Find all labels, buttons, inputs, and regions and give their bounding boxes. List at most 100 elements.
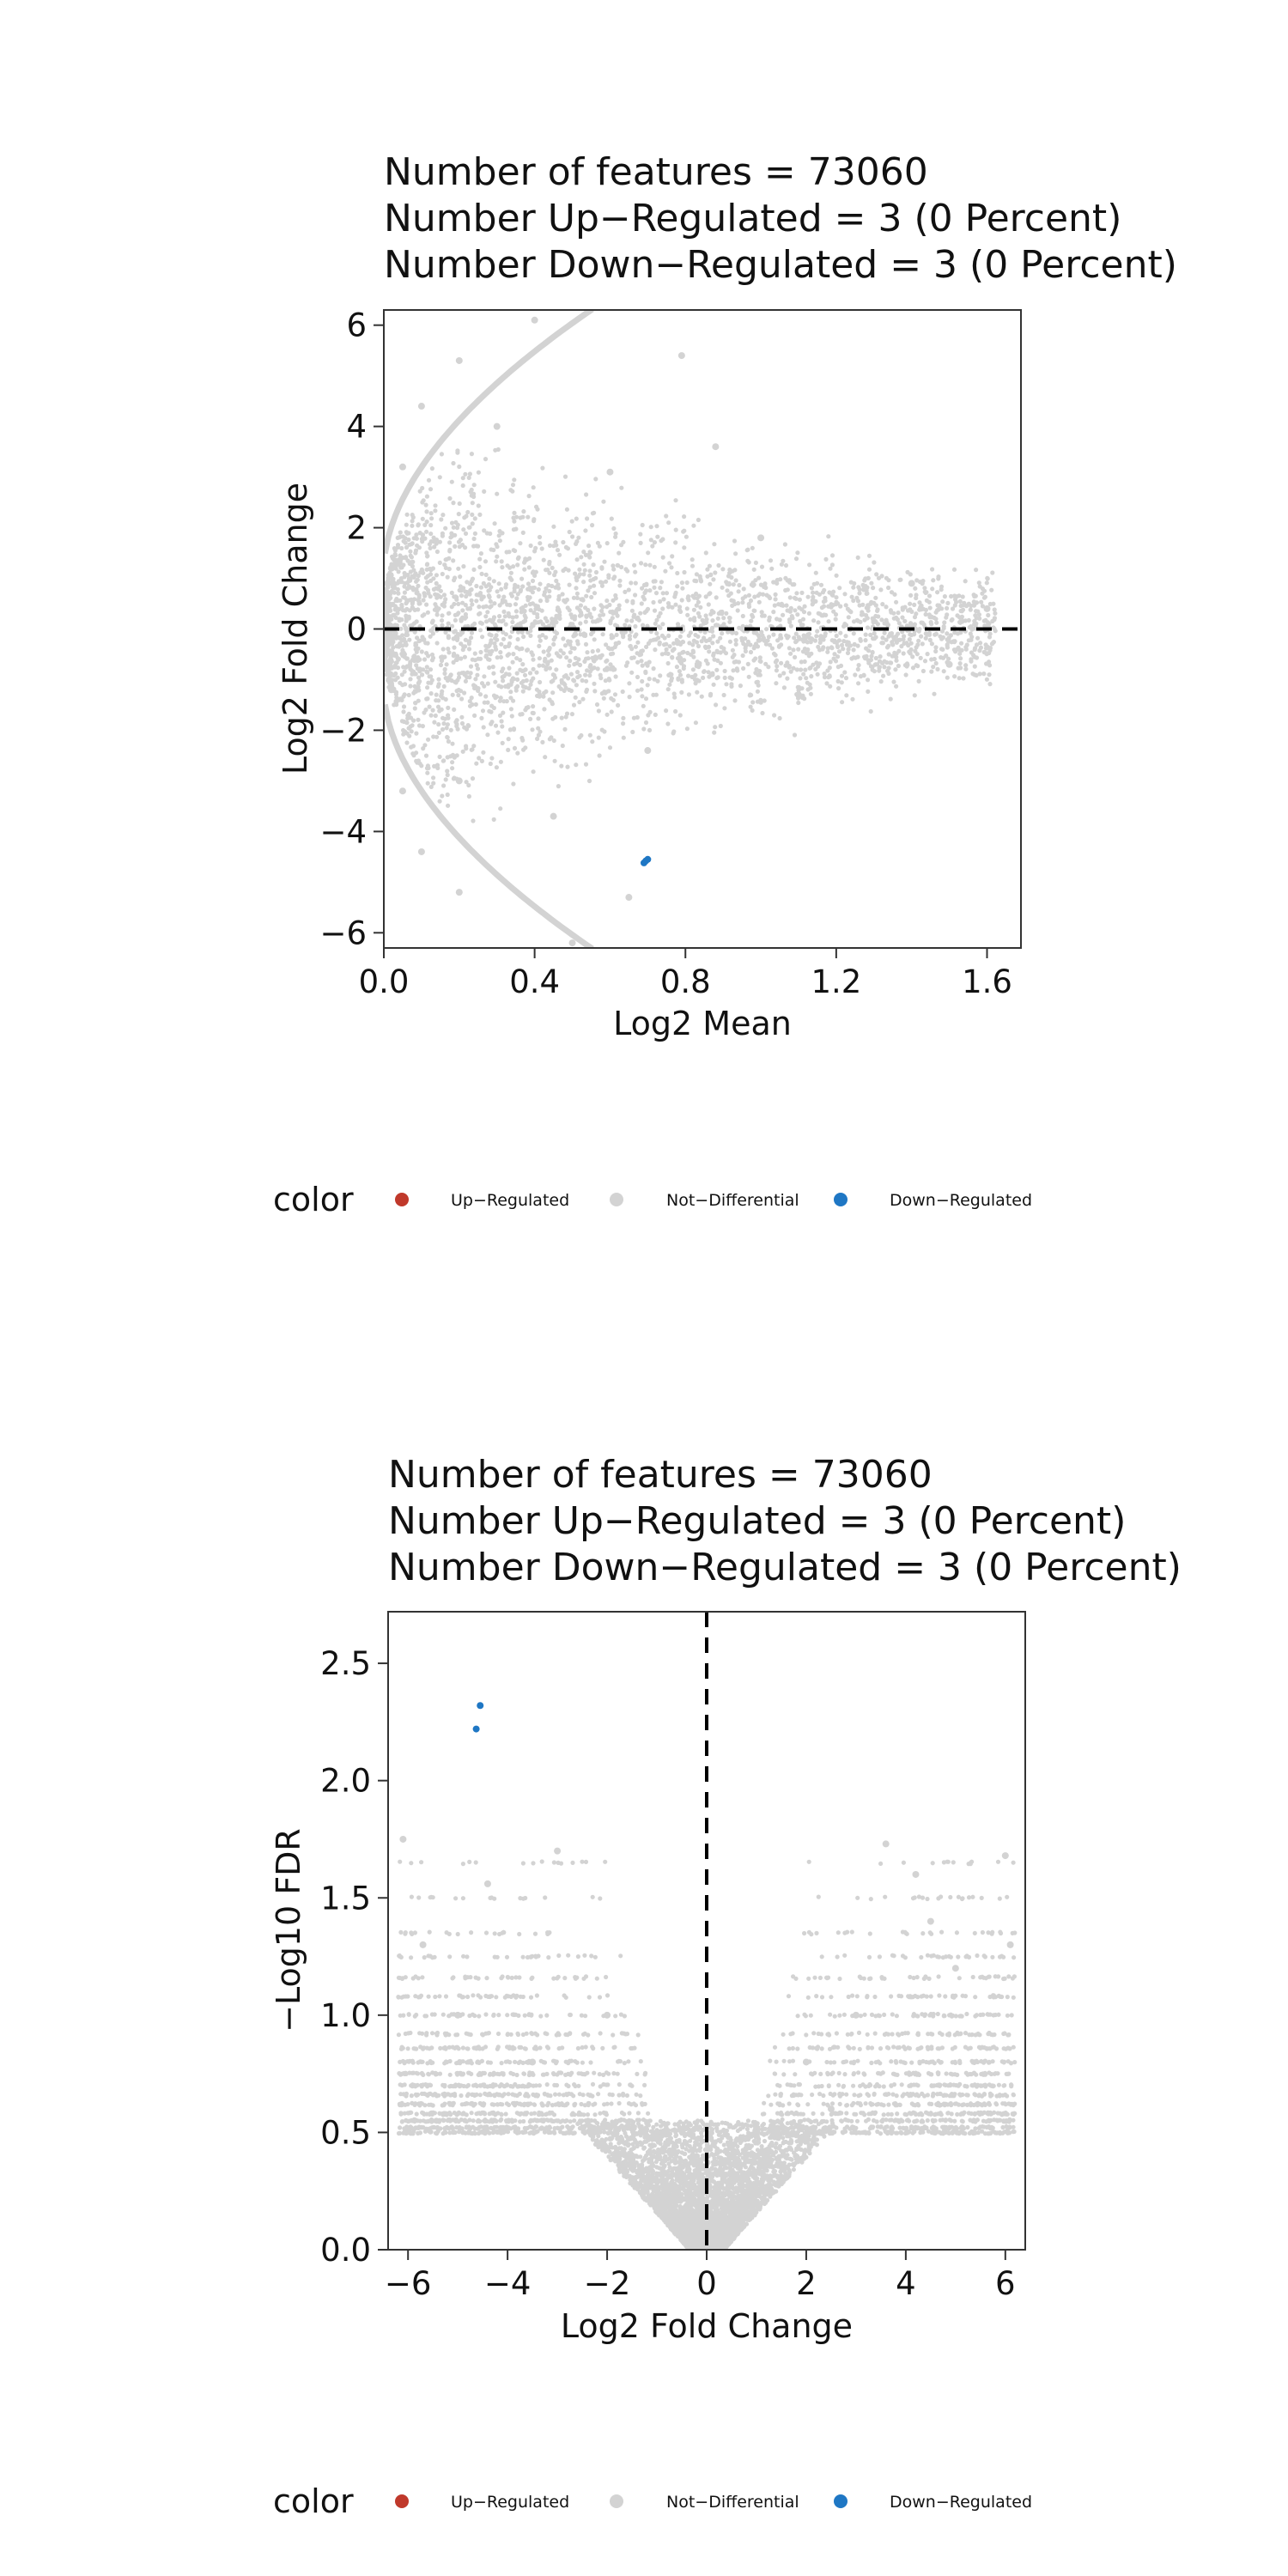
- volcano-plot-svg: Number of features = 73060 Number Up−Reg…: [0, 1288, 1288, 2576]
- volcano-title-line-1: Number of features = 73060: [388, 1453, 933, 1497]
- data-point: [399, 787, 406, 794]
- ma-title-line-2: Number Up−Regulated = 3 (0 Percent): [384, 197, 1121, 240]
- volcano-title-line-3: Number Down−Regulated = 3 (0 Percent): [388, 1546, 1182, 1589]
- x-tick-label: −6: [385, 2265, 432, 2302]
- volcano-y-axis: 2.52.01.51.00.50.0: [320, 1645, 388, 2269]
- data-point: [946, 661, 953, 668]
- ma-legend: color Up−Regulated Not−Differential Down…: [273, 1181, 1032, 1218]
- arc-band: [385, 309, 592, 553]
- ma-legend-swatch-up: [395, 1193, 409, 1206]
- data-point: [456, 777, 463, 784]
- y-tick-label: −2: [319, 712, 367, 749]
- data-point: [757, 534, 764, 541]
- ma-legend-label-down: Down−Regulated: [890, 1191, 1032, 1210]
- data-point: [678, 352, 685, 359]
- ma-plot-figure: Number of features = 73060 Number Up−Reg…: [0, 0, 1288, 1288]
- ma-legend-label-up: Up−Regulated: [451, 1191, 569, 1210]
- volcano-legend: color Up−Regulated Not−Differential Down…: [273, 2482, 1032, 2520]
- volcano-legend-label-up: Up−Regulated: [451, 2493, 569, 2512]
- data-point: [494, 423, 501, 430]
- data-point: [418, 848, 425, 855]
- y-tick-label: 0.5: [320, 2114, 371, 2151]
- data-point: [604, 2012, 611, 2019]
- x-tick-label: 0.0: [359, 963, 410, 1000]
- data-point: [388, 565, 395, 572]
- data-point: [703, 2223, 710, 2230]
- y-tick-label: 2: [346, 510, 367, 547]
- volcano-legend-swatch-notdiff: [610, 2494, 623, 2508]
- ma-title-line-3: Number Down−Regulated = 3 (0 Percent): [384, 243, 1177, 287]
- data-point: [550, 813, 557, 820]
- volcano-plot-title: Number of features = 73060 Number Up−Reg…: [388, 1453, 1182, 1589]
- ma-legend-swatch-down: [834, 1193, 848, 1206]
- x-tick-label: 4: [896, 2265, 916, 2302]
- arc-band: [385, 704, 592, 949]
- data-point: [1007, 1941, 1014, 1948]
- volcano-legend-label-down: Down−Regulated: [890, 2493, 1032, 2512]
- x-tick-label: 6: [995, 2265, 1016, 2302]
- y-tick-label: 2.5: [320, 1645, 371, 1682]
- x-tick-label: 1.6: [962, 963, 1012, 1000]
- volcano-plot-area: [396, 1612, 1017, 2252]
- ma-x-axis-label: Log2 Mean: [613, 1005, 792, 1042]
- volcano-legend-swatch-up: [395, 2494, 409, 2508]
- x-tick-label: 0: [696, 2265, 717, 2302]
- ma-y-axis-label: Log2 Fold Change: [276, 483, 314, 775]
- data-point: [625, 894, 632, 901]
- data-point: [399, 464, 406, 471]
- ma-y-axis: 6 4 2 0 −2 −4 −6: [319, 307, 384, 952]
- data-point: [912, 1871, 919, 1878]
- data-point: [853, 2012, 860, 2019]
- volcano-plot-figure: Number of features = 73060 Number Up−Reg…: [0, 1288, 1288, 2576]
- ma-legend-label-notdiff: Not−Differential: [666, 1191, 799, 1210]
- data-point: [456, 357, 463, 364]
- ma-legend-swatch-notdiff: [610, 1193, 623, 1206]
- data-point: [606, 469, 613, 476]
- y-tick-label: 0: [346, 611, 367, 648]
- x-tick-label: 0.4: [509, 963, 560, 1000]
- ma-legend-title: color: [273, 1181, 354, 1218]
- data-point: [927, 1918, 934, 1925]
- data-point: [532, 317, 538, 324]
- ma-point-cloud: [384, 447, 998, 823]
- volcano-x-axis: −6 −4 −2 0 2 4 6: [385, 2250, 1016, 2302]
- volcano-x-axis-label: Log2 Fold Change: [561, 2307, 853, 2345]
- volcano-legend-title: color: [273, 2482, 354, 2520]
- ma-title-line-1: Number of features = 73060: [384, 150, 928, 194]
- data-point: [554, 1848, 561, 1855]
- x-tick-label: 1.2: [811, 963, 861, 1000]
- data-point: [473, 1726, 480, 1733]
- data-point: [678, 2176, 685, 2183]
- y-tick-label: 2.0: [320, 1763, 371, 1800]
- data-point: [569, 939, 576, 946]
- data-point: [477, 1702, 483, 1709]
- data-point: [418, 403, 425, 410]
- ma-plot-svg: Number of features = 73060 Number Up−Reg…: [0, 0, 1288, 1288]
- volcano-legend-label-notdiff: Not−Differential: [666, 2493, 799, 2512]
- data-point: [456, 889, 463, 896]
- data-point: [983, 605, 990, 612]
- x-tick-label: 0.8: [660, 963, 711, 1000]
- volcano-y-axis-label: −Log10 FDR: [270, 1828, 307, 2032]
- data-point: [454, 2012, 461, 2019]
- x-tick-label: −4: [484, 2265, 532, 2302]
- y-tick-label: 0.0: [320, 2232, 371, 2269]
- data-point: [642, 858, 649, 865]
- y-tick-label: −4: [319, 813, 367, 850]
- volcano-legend-swatch-down: [834, 2494, 848, 2508]
- data-point: [753, 2129, 760, 2136]
- data-point: [644, 747, 651, 754]
- ma-plot-title: Number of features = 73060 Number Up−Reg…: [384, 150, 1177, 287]
- data-point: [712, 443, 719, 450]
- data-point: [399, 1836, 406, 1843]
- x-tick-label: 2: [796, 2265, 817, 2302]
- data-point: [420, 1941, 427, 1948]
- data-point: [529, 2058, 536, 2065]
- data-point: [795, 691, 802, 698]
- ma-x-axis: 0.0 0.4 0.8 1.2 1.6: [359, 948, 1012, 1000]
- x-tick-label: −2: [584, 2265, 631, 2302]
- y-tick-label: 4: [346, 409, 367, 446]
- volcano-title-line-2: Number Up−Regulated = 3 (0 Percent): [388, 1499, 1126, 1543]
- y-tick-label: 6: [346, 307, 367, 344]
- y-tick-label: −6: [319, 914, 367, 951]
